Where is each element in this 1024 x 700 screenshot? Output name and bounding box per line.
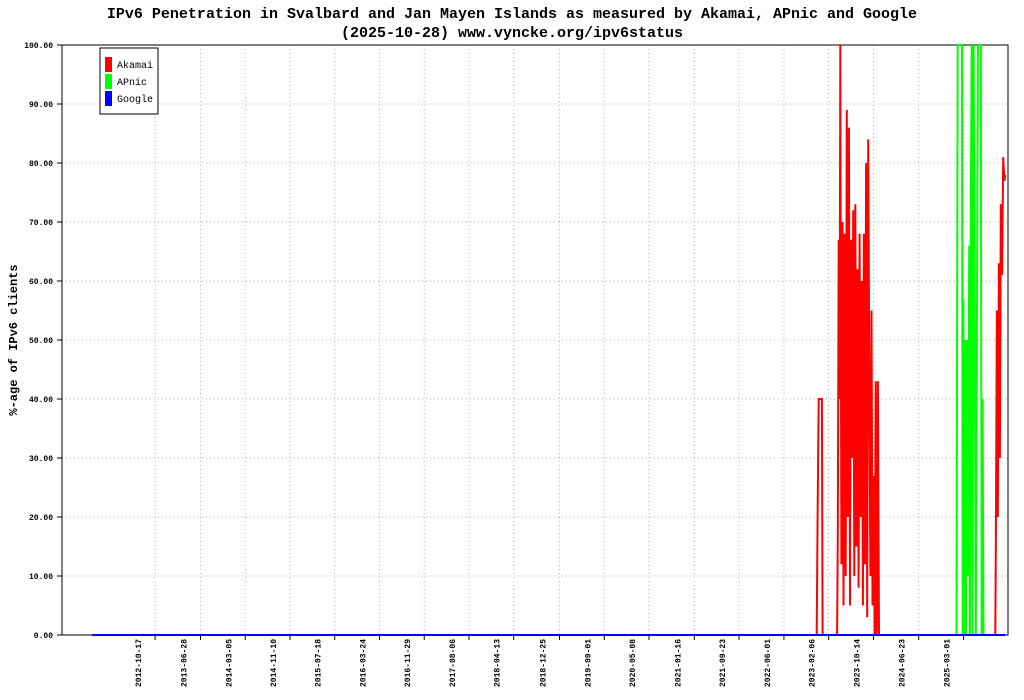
y-tick-label: 60.00 <box>29 278 53 287</box>
y-tick-label: 70.00 <box>29 219 53 228</box>
chart-title: IPv6 Penetration in Svalbard and Jan May… <box>107 6 917 23</box>
x-tick-label: 2014-03-05 <box>225 639 234 687</box>
legend-swatch <box>105 57 112 72</box>
x-tick-label: 2020-05-08 <box>629 639 638 687</box>
x-tick-label: 2016-03-24 <box>359 639 368 687</box>
y-tick-label: 40.00 <box>29 396 53 405</box>
chart-subtitle: (2025-10-28) www.vyncke.org/ipv6status <box>341 25 683 42</box>
y-tick-label: 90.00 <box>29 101 53 110</box>
x-tick-label: 2016-11-29 <box>404 639 413 687</box>
y-tick-label: 20.00 <box>29 514 53 523</box>
y-tick-label: 0.00 <box>34 632 53 641</box>
x-tick-label: 2021-09-23 <box>719 639 728 687</box>
y-tick-label: 100.00 <box>24 42 53 51</box>
x-tick-label: 2025-03-01 <box>944 639 953 687</box>
legend-swatch <box>105 74 112 89</box>
x-tick-label: 2018-04-13 <box>494 639 503 687</box>
x-tick-label: 2015-07-18 <box>315 639 324 687</box>
x-tick-label: 2019-09-01 <box>584 639 593 687</box>
y-tick-label: 30.00 <box>29 455 53 464</box>
legend-label: APnic <box>117 77 147 89</box>
x-tick-label: 2022-06-01 <box>764 639 773 687</box>
y-axis-label: %-age of IPv6 clients <box>7 264 21 415</box>
x-tick-label: 2014-11-10 <box>270 639 279 687</box>
x-tick-label: 2018-12-25 <box>540 639 549 687</box>
legend-label: Google <box>117 94 153 106</box>
x-tick-label: 2017-08-06 <box>449 639 458 687</box>
series-line <box>92 44 1007 636</box>
x-tick-label: 2012-10-17 <box>135 639 144 687</box>
x-tick-label: 2024-06-23 <box>899 639 908 687</box>
y-tick-label: 80.00 <box>29 160 53 169</box>
legend-swatch <box>105 91 112 106</box>
y-tick-label: 10.00 <box>29 573 53 582</box>
x-tick-label: 2023-02-06 <box>809 639 818 687</box>
y-tick-label: 50.00 <box>29 337 53 346</box>
x-tick-label: 2021-01-16 <box>674 639 683 687</box>
x-tick-label: 2023-10-14 <box>853 639 862 687</box>
x-tick-label: 2013-06-28 <box>181 639 190 687</box>
legend-label: Akamai <box>117 60 153 72</box>
